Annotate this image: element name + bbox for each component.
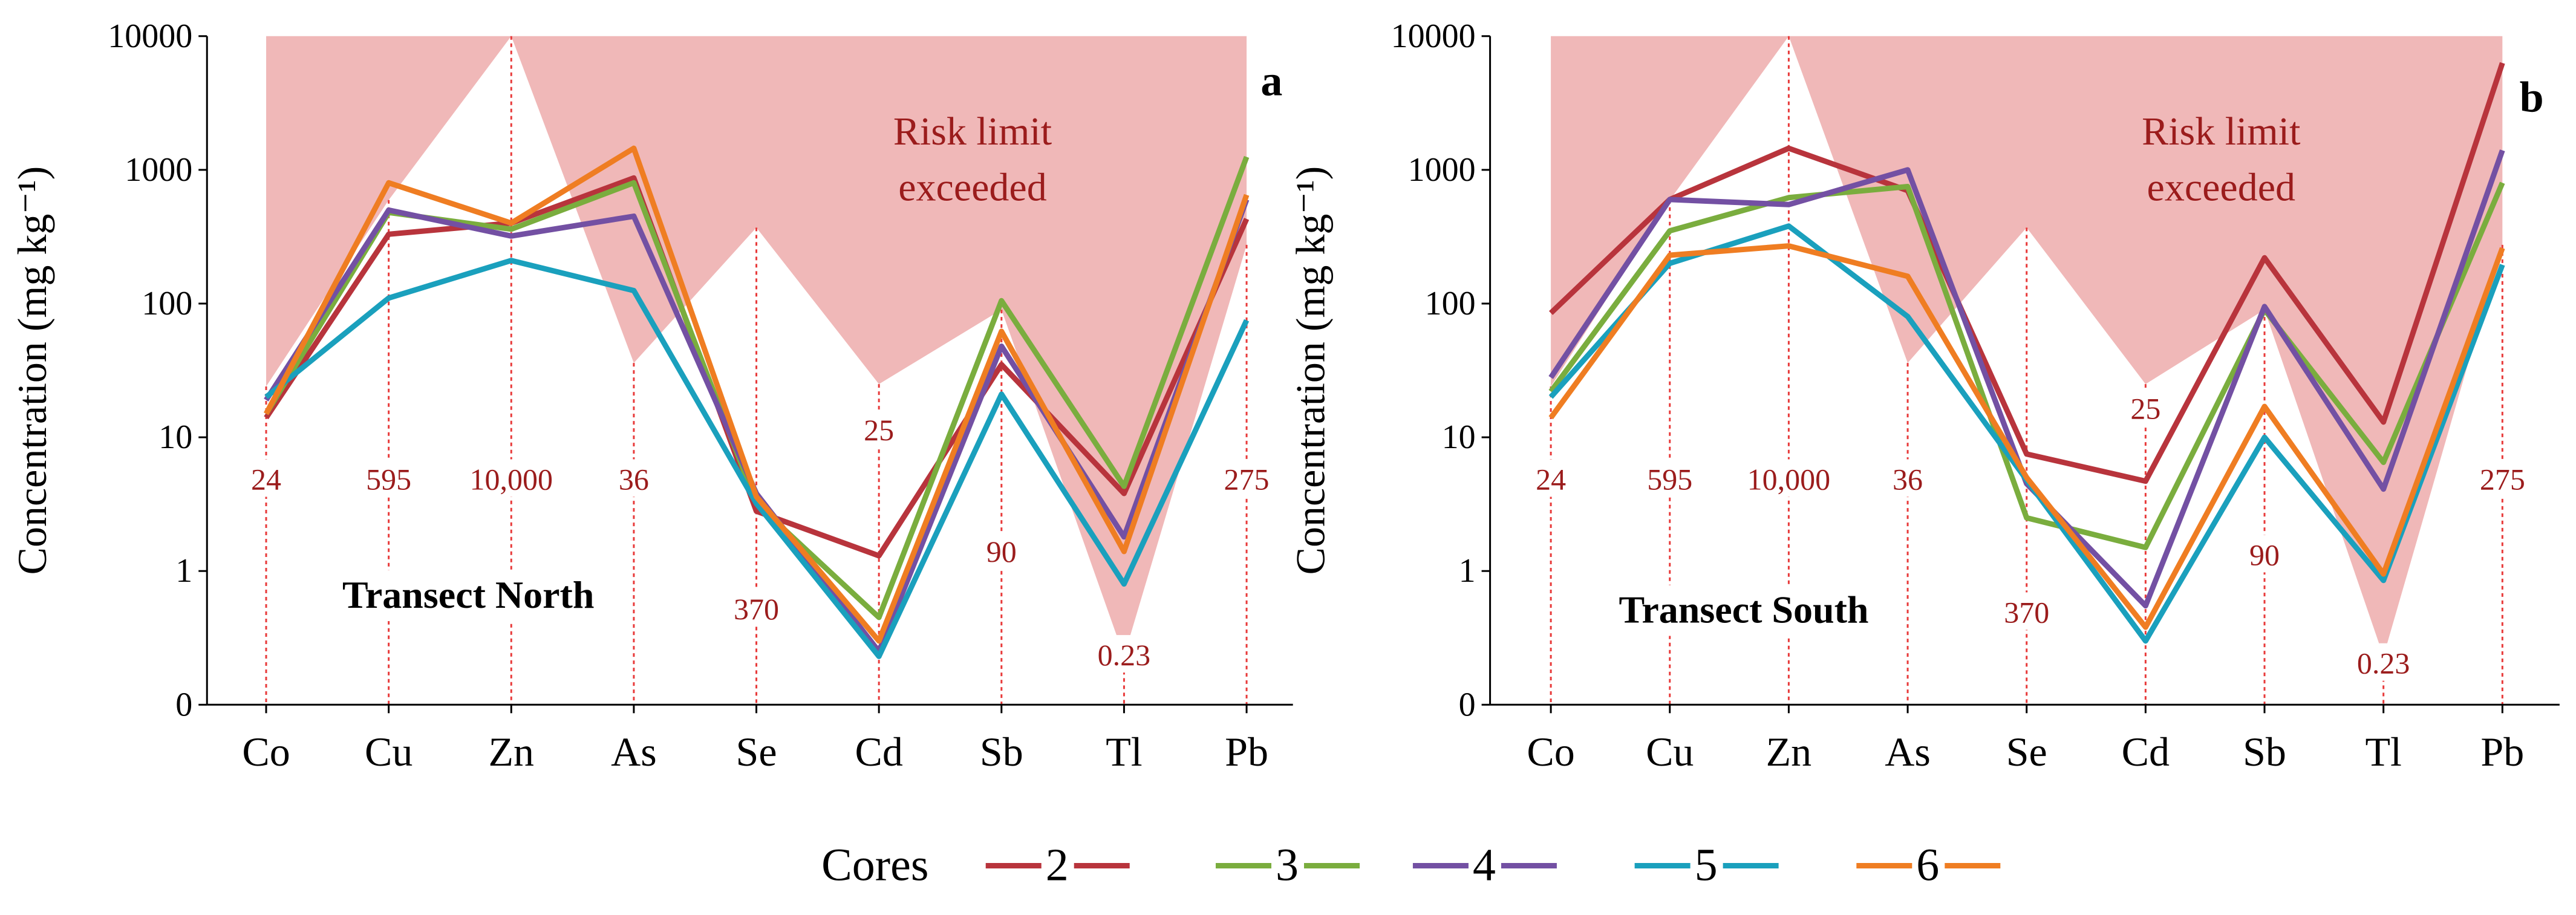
risk-limit-label: 370	[2004, 595, 2049, 629]
risk-limit-label: 90	[2249, 538, 2280, 571]
risk-limit-label-bg	[613, 459, 654, 497]
risk-limit-label-bg	[246, 459, 287, 497]
y-axis-label: Concentration (mg kg⁻¹)	[1287, 166, 1333, 575]
risk-limit-label: 90	[986, 535, 1017, 568]
risk-limit-label: 36	[1893, 462, 1923, 496]
risk-region-label-line1: Risk limit	[893, 109, 1052, 154]
legend-entry-label: 3	[1276, 840, 1299, 891]
panel-letter-bg	[1248, 57, 1295, 106]
y-tick-label: 1	[1459, 552, 1476, 590]
panel-title-bg	[1606, 585, 1891, 636]
risk-limit-label-bg	[1642, 459, 1698, 497]
risk-limit-label: 36	[619, 462, 649, 496]
risk-limit-label-bg	[458, 459, 564, 497]
panel-letter: b	[2520, 73, 2544, 122]
y-tick-label: 0	[175, 686, 192, 723]
risk-limit-label: 595	[366, 462, 411, 496]
risk-region-label-line1: Risk limit	[2142, 109, 2300, 154]
y-tick-label: 100	[1425, 285, 1476, 322]
legend-entry-label: 6	[1916, 840, 1939, 891]
risk-limit-label: 275	[1224, 462, 1270, 496]
panel-transect-south: Risk limit exceeded 24 595 10,000 36 370 25 90 0.…	[1287, 18, 2560, 775]
risk-limit-label-bg	[1087, 635, 1161, 673]
risk-limit-label-bg	[360, 459, 417, 497]
risk-limit-label-bg	[1888, 459, 1928, 497]
panel-transect-north: Risk limit exceeded 24 595 10,000 36 370 25 90 0.…	[9, 18, 1295, 775]
risk-limit-label: 370	[734, 592, 779, 626]
y-tick-label: 1000	[125, 151, 192, 189]
risk-shaded-region	[1551, 36, 2503, 657]
risk-limit-label-bg	[2474, 459, 2531, 497]
risk-limit-label-bg	[859, 409, 899, 448]
y-tick-label: 10000	[1391, 18, 1476, 55]
legend-title: Cores	[821, 840, 928, 891]
x-tick-label: Tl	[2365, 729, 2401, 775]
y-tick-label: 10	[1442, 418, 1476, 456]
x-tick-label: Sb	[2243, 729, 2286, 775]
x-tick-label: Cu	[365, 729, 412, 775]
risk-limit-label: 0.23	[2357, 646, 2410, 680]
legend-entry-label: 4	[1473, 840, 1496, 891]
panel-title: Transect South	[1619, 588, 1868, 631]
x-tick-label: Zn	[1766, 729, 1812, 775]
x-tick-label: Se	[2006, 729, 2047, 775]
panel-title-bg	[330, 570, 615, 622]
risk-limit-label-bg	[1531, 459, 1571, 497]
risk-limit-label: 10,000	[1747, 462, 1831, 496]
risk-limit-label: 10,000	[470, 462, 553, 496]
x-tick-label: Cu	[1646, 729, 1694, 775]
risk-region-label-line2: exceeded	[898, 165, 1046, 209]
risk-limit-label: 275	[2480, 462, 2525, 496]
risk-limit-label: 24	[251, 462, 281, 496]
x-tick-label: Sb	[980, 729, 1023, 775]
x-tick-label: Zn	[489, 729, 535, 775]
risk-limit-label-bg	[2347, 643, 2420, 681]
y-tick-label: 1000	[1408, 151, 1476, 189]
risk-region-label-line2: exceeded	[2147, 165, 2295, 209]
risk-limit-label-bg	[728, 589, 785, 627]
risk-limit-label-bg	[2125, 388, 2166, 426]
y-tick-label: 100	[142, 285, 192, 322]
x-tick-label: Pb	[1225, 729, 1268, 775]
risk-limit-label: 595	[1647, 462, 1692, 496]
risk-limit-label: 25	[2130, 392, 2160, 426]
risk-limit-label-bg	[1218, 459, 1275, 497]
legend-entry-label: 5	[1695, 840, 1718, 891]
risk-shaded-region	[266, 36, 1247, 657]
y-tick-label: 10000	[108, 18, 192, 55]
x-tick-label: Cd	[2122, 729, 2170, 775]
x-tick-label: Se	[736, 729, 777, 775]
x-tick-label: As	[1885, 729, 1931, 775]
legend: Cores 2 3 4 5 6	[821, 840, 2001, 891]
panel-letter: a	[1260, 57, 1282, 105]
risk-limit-label: 25	[864, 413, 894, 447]
x-tick-label: Cd	[855, 729, 902, 775]
x-tick-label: Pb	[2480, 729, 2524, 775]
x-tick-label: As	[611, 729, 657, 775]
risk-limit-label-bg	[1998, 592, 2055, 630]
y-tick-label: 1	[175, 552, 192, 590]
x-tick-label: Co	[1527, 729, 1574, 775]
risk-limit-label: 24	[1536, 462, 1566, 496]
y-tick-label: 0	[1459, 686, 1476, 723]
y-tick-label: 10	[158, 418, 192, 456]
panel-title: Transect North	[342, 573, 595, 616]
legend-entry-label: 2	[1046, 840, 1069, 891]
x-tick-label: Tl	[1106, 729, 1142, 775]
panel-letter-bg	[2508, 74, 2555, 123]
risk-limit-label-bg	[2245, 535, 2285, 573]
x-tick-label: Co	[242, 729, 290, 775]
y-axis-label: Concentration (mg kg⁻¹)	[9, 166, 55, 575]
risk-limit-label-bg	[981, 531, 1022, 569]
risk-limit-label: 0.23	[1098, 638, 1151, 672]
risk-limit-label-bg	[1736, 459, 1842, 497]
